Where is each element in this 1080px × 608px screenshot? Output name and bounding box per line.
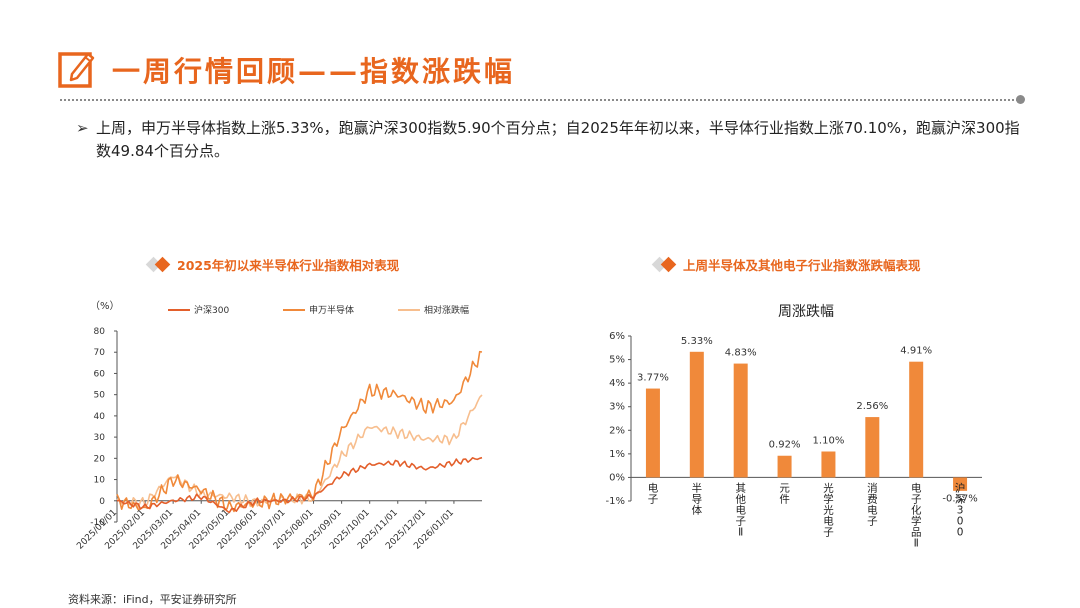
category-label: 半导体	[692, 481, 703, 516]
y-tick-label: 30	[94, 433, 106, 443]
y-tick-label: -10	[90, 518, 105, 528]
y-tick-label: 6%	[609, 331, 625, 342]
y-tick-label: 5%	[609, 355, 625, 366]
bar	[865, 417, 880, 478]
bar-value-label: 1.10%	[813, 436, 845, 447]
y-tick-label: 70	[94, 348, 106, 358]
summary-text: 上周，申万半导体指数上涨5.33%，跑赢沪深300指数5.90个百分点；自202…	[96, 119, 1020, 160]
y-tick-label: 40	[94, 412, 106, 422]
category-label: 电子化学品 Ⅱ	[911, 481, 922, 549]
y-tick-label: 4%	[609, 378, 625, 389]
diamond-icon	[660, 256, 677, 272]
category-label: 其他电子 Ⅱ	[735, 482, 746, 538]
bar-value-label: 5.33%	[681, 336, 713, 347]
series-line-1	[116, 350, 483, 513]
y-tick-label: 3%	[609, 402, 625, 413]
bar-chart-inner-title: 周涨跌幅	[778, 304, 834, 320]
bar	[733, 363, 748, 478]
page-title: 一周行情回顾——指数涨跌幅	[112, 55, 516, 88]
bar	[777, 455, 792, 478]
bullet-arrow-icon: ➢	[76, 120, 89, 137]
source-note: 资料来源：iFind，平安证券研究所	[68, 593, 237, 606]
category-label: 电子	[648, 481, 659, 505]
category-label: 元件	[779, 482, 790, 505]
bar	[821, 451, 836, 478]
diamond-icon	[154, 256, 171, 272]
y-tick-label: -1%	[606, 496, 625, 507]
y-tick-label: 60	[94, 369, 106, 379]
y-tick-label: 2%	[609, 425, 625, 436]
y-tick-label: 20	[94, 454, 106, 464]
y-tick-label: 80	[94, 327, 106, 337]
category-label: 光学光电子	[823, 481, 834, 538]
bar-value-label: 4.91%	[900, 346, 932, 357]
line-chart-header: 2025年初以来半导体行业指数相对表现	[145, 255, 400, 273]
line-chart-title: 2025年初以来半导体行业指数相对表现	[177, 257, 400, 273]
y-tick-label: 0	[99, 497, 105, 507]
y-tick-label: 50	[94, 391, 106, 401]
series-line-0	[116, 456, 483, 514]
bar	[689, 351, 704, 478]
bar	[909, 361, 924, 478]
title-divider	[60, 99, 1022, 101]
bar-value-label: 2.56%	[856, 401, 888, 412]
series-line-2	[116, 394, 483, 509]
category-label: 沪深 3 0 0	[955, 481, 966, 538]
bar-value-label: -0.57%	[942, 493, 977, 504]
legend-label: 申万半导体	[309, 304, 354, 316]
legend-label: 相对涨跌幅	[424, 304, 469, 316]
y-tick-label: 0%	[609, 472, 625, 483]
bar	[645, 388, 660, 478]
summary-bullet: ➢ 上周，申万半导体指数上涨5.33%，跑赢沪深300指数5.90个百分点；自2…	[76, 117, 1026, 163]
bar-chart: 周涨跌幅 -1% 0% 1% 2% 3% 4% 5% 6% 3.77% 电子 5.33% 半导体 4.83…	[606, 304, 982, 549]
bar-chart-title: 上周半导体及其他电子行业指数涨跌幅表现	[683, 257, 921, 273]
edit-icon	[58, 52, 95, 88]
bar-value-label: 3.77%	[637, 373, 669, 384]
y-tick-label: 10	[94, 476, 106, 486]
line-chart: （%） 沪深300 申万半导体 相对涨跌幅-100102030405060708020…	[75, 300, 483, 552]
category-label: 消费电子	[867, 481, 878, 527]
bar-value-label: 0.92%	[769, 440, 801, 451]
bar-value-label: 4.83%	[725, 348, 757, 359]
bar	[953, 477, 968, 491]
bar-chart-header: 上周半导体及其他电子行业指数涨跌幅表现	[651, 255, 921, 273]
y-axis-unit: （%）	[90, 300, 120, 312]
legend-label: 沪深300	[194, 304, 229, 316]
y-tick-label: 1%	[609, 449, 625, 460]
divider-end-dot	[1016, 95, 1025, 104]
